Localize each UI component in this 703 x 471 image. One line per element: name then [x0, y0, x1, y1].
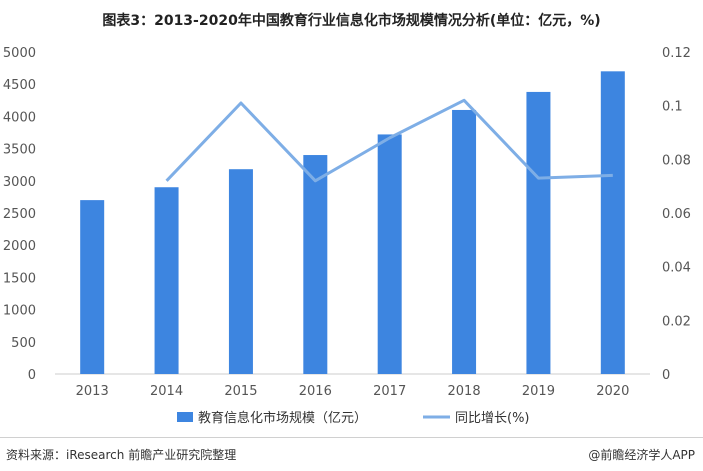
bar	[80, 200, 105, 374]
y-left-tick-label: 2500	[3, 207, 36, 222]
bar-series	[80, 71, 625, 375]
bar	[377, 134, 402, 374]
y-left-tick-label: 500	[11, 336, 36, 351]
y-left-tick-label: 0	[28, 368, 36, 383]
bar	[526, 91, 551, 374]
y-right-tick-label: 0	[662, 368, 670, 383]
y-right-axis: 0 0.02 0.04 0.06 0.08 0.1 0.12	[662, 46, 691, 383]
y-left-tick-label: 2000	[3, 239, 36, 254]
legend: 教育信息化市场规模（亿元） 同比增长(%)	[177, 410, 530, 426]
y-left-tick-label: 1500	[3, 271, 36, 286]
y-left-axis: 0 500 1000 1500 2000 2500 3000 3500 4000 4500 5000	[3, 46, 36, 383]
legend-bar-label: 教育信息化市场规模（亿元）	[198, 410, 367, 426]
y-left-tick-label: 1000	[3, 304, 36, 319]
chart-svg: 0 500 1000 1500 2000 2500 3000 3500 4000 4500 5000…	[3, 46, 691, 426]
bar	[600, 71, 625, 374]
x-tick-label: 2019	[522, 384, 555, 399]
y-left-tick-label: 4000	[3, 110, 36, 125]
x-tick-label: 2017	[373, 384, 406, 399]
line-series	[165, 98, 613, 183]
source-note: 资料来源：iResearch 前瞻产业研究院整理	[6, 448, 237, 462]
y-left-tick-label: 4500	[3, 78, 36, 93]
legend-bar-swatch	[177, 412, 193, 422]
x-tick-label: 2016	[299, 384, 332, 399]
y-left-tick-label: 5000	[3, 46, 36, 61]
y-left-tick-label: 3000	[3, 175, 36, 190]
footer-divider	[0, 437, 703, 438]
y-left-tick-label: 3500	[3, 143, 36, 158]
bar	[303, 155, 328, 374]
bar	[154, 187, 179, 374]
y-right-tick-label: 0.08	[662, 153, 691, 168]
x-tick-label: 2013	[76, 384, 109, 399]
legend-line-label: 同比增长(%)	[455, 411, 530, 426]
bar	[228, 169, 253, 374]
y-right-tick-label: 0.1	[662, 100, 683, 115]
chart-title: 图表3：2013-2020年中国教育行业信息化市场规模情况分析(单位：亿元，%)	[102, 13, 601, 29]
x-axis: 2013 2014 2015 2016 2017 2018 2019 2020	[76, 384, 630, 399]
x-tick-label: 2014	[150, 384, 183, 399]
brand-label: @前瞻经济学人APP	[588, 448, 695, 462]
x-tick-label: 2018	[448, 384, 481, 399]
y-right-tick-label: 0.02	[662, 314, 691, 329]
x-tick-label: 2015	[224, 384, 257, 399]
y-right-tick-label: 0.04	[662, 261, 691, 276]
bar	[452, 109, 477, 375]
y-right-tick-label: 0.06	[662, 207, 691, 222]
x-tick-label: 2020	[596, 384, 629, 399]
y-right-tick-label: 0.12	[662, 46, 691, 61]
growth-line	[165, 98, 613, 183]
